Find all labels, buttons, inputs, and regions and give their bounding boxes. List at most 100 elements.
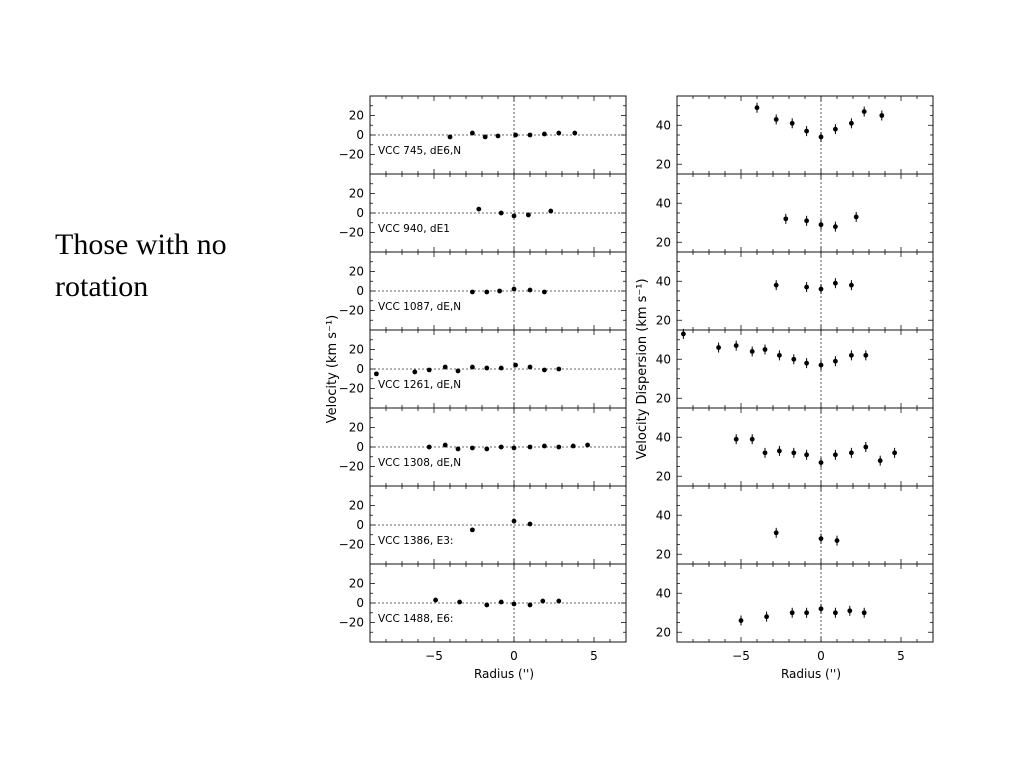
dispersion-point <box>833 452 838 458</box>
velocity-point <box>442 364 448 370</box>
velocity-point <box>495 133 501 139</box>
velocity-point <box>447 134 453 140</box>
dispersion-point <box>789 610 795 616</box>
velocity-tick-label: 0 <box>356 518 364 532</box>
dispersion-tick-label: 40 <box>656 196 671 210</box>
dispersion-point <box>833 280 838 286</box>
radius-tick-label: 0 <box>510 649 518 663</box>
radius-tick-label: −5 <box>732 649 750 663</box>
dispersion-tick-label: 20 <box>656 547 671 561</box>
dispersion-tick-label: 20 <box>656 625 671 639</box>
galaxy-label: VCC 745, dE6,N <box>378 145 461 157</box>
velocity-tick-label: 20 <box>349 187 364 201</box>
dispersion-point <box>833 126 838 132</box>
velocity-point <box>527 521 533 527</box>
velocity-point <box>570 443 576 449</box>
dispersion-point <box>863 444 869 450</box>
velocity-point <box>482 134 488 140</box>
velocity-point <box>484 446 490 452</box>
velocity-point <box>484 289 490 295</box>
dispersion-point <box>853 214 859 220</box>
velocity-point <box>484 602 490 608</box>
dispersion-point <box>849 282 854 288</box>
dispersion-point <box>749 436 755 442</box>
dispersion-point <box>773 117 779 122</box>
velocity-point <box>542 289 547 295</box>
velocity-point <box>526 212 531 218</box>
velocity-tick-label: 0 <box>356 362 364 376</box>
dispersion-point <box>877 458 883 464</box>
velocity-point <box>470 130 475 136</box>
galaxy-label: VCC 1087, dE,N <box>378 301 461 313</box>
velocity-tick-label: 20 <box>349 343 364 357</box>
panel-frame-disp-5 <box>676 407 934 487</box>
panel-frame-disp-4 <box>676 329 934 409</box>
dispersion-point <box>818 222 824 228</box>
dispersion-point <box>804 610 809 616</box>
velocity-point <box>426 367 432 373</box>
dispersion-tick-label: 40 <box>656 274 671 288</box>
dispersion-point <box>783 216 789 222</box>
panel-frame-disp-6 <box>676 485 934 565</box>
galaxy-label: VCC 1308, dE,N <box>378 457 461 469</box>
dispersion-tick-label: 40 <box>656 508 671 522</box>
velocity-tick-label: 20 <box>349 499 364 513</box>
dispersion-point <box>833 610 838 616</box>
radius-tick-label: 5 <box>590 649 598 663</box>
dispersion-tick-label: 20 <box>656 313 671 327</box>
y-axis-label-left: Velocity (km s⁻¹) <box>325 315 340 423</box>
dispersion-point <box>804 284 809 290</box>
velocity-point <box>542 367 547 373</box>
velocity-point <box>556 598 562 604</box>
velocity-point <box>585 442 590 448</box>
velocity-point <box>498 210 504 216</box>
velocity-point <box>433 597 438 603</box>
dispersion-point <box>849 450 854 456</box>
dispersion-point <box>764 614 769 620</box>
panel-frame-disp-7 <box>676 563 934 643</box>
dispersion-tick-label: 20 <box>656 235 671 249</box>
dispersion-point <box>892 450 897 456</box>
dispersion-tick-label: 40 <box>656 352 671 366</box>
dispersion-point <box>863 352 869 358</box>
dispersion-point <box>773 282 779 288</box>
dispersion-point <box>818 536 824 542</box>
velocity-tick-label: 20 <box>349 109 364 123</box>
velocity-point <box>540 598 546 604</box>
velocity-point <box>556 130 562 136</box>
dispersion-point <box>847 608 853 614</box>
dispersion-point <box>804 452 809 458</box>
velocity-point <box>556 444 562 450</box>
velocity-point <box>442 442 448 448</box>
velocity-tick-label: −20 <box>339 148 364 162</box>
velocity-tick-label: 0 <box>356 206 364 220</box>
velocity-tick-label: −20 <box>339 304 364 318</box>
velocity-point <box>542 131 547 137</box>
velocity-point <box>527 602 533 608</box>
velocity-point <box>412 369 418 375</box>
dispersion-point <box>818 460 824 465</box>
velocity-point <box>572 130 578 136</box>
dispersion-point <box>834 538 840 543</box>
velocity-point <box>498 599 504 605</box>
dispersion-point <box>861 610 867 616</box>
dispersion-tick-label: 40 <box>656 586 671 600</box>
velocity-point <box>542 443 547 449</box>
dispersion-point <box>777 352 782 358</box>
velocity-point <box>374 371 379 377</box>
velocity-tick-label: 20 <box>349 265 364 279</box>
dispersion-point <box>804 218 809 224</box>
x-axis-label-left: Radius ('') <box>474 667 534 681</box>
panel-frame-disp-2 <box>676 173 934 253</box>
velocity-tick-label: 0 <box>356 128 364 142</box>
dispersion-point <box>804 360 809 366</box>
velocity-tick-label: 0 <box>356 440 364 454</box>
velocity-tick-label: −20 <box>339 226 364 240</box>
dispersion-point <box>791 356 797 362</box>
slide-title: Those with no rotation <box>55 228 227 303</box>
velocity-point <box>455 368 461 374</box>
velocity-point <box>527 444 533 450</box>
velocity-tick-label: −20 <box>339 616 364 630</box>
dispersion-tick-label: 40 <box>656 118 671 132</box>
dispersion-point <box>716 345 721 350</box>
